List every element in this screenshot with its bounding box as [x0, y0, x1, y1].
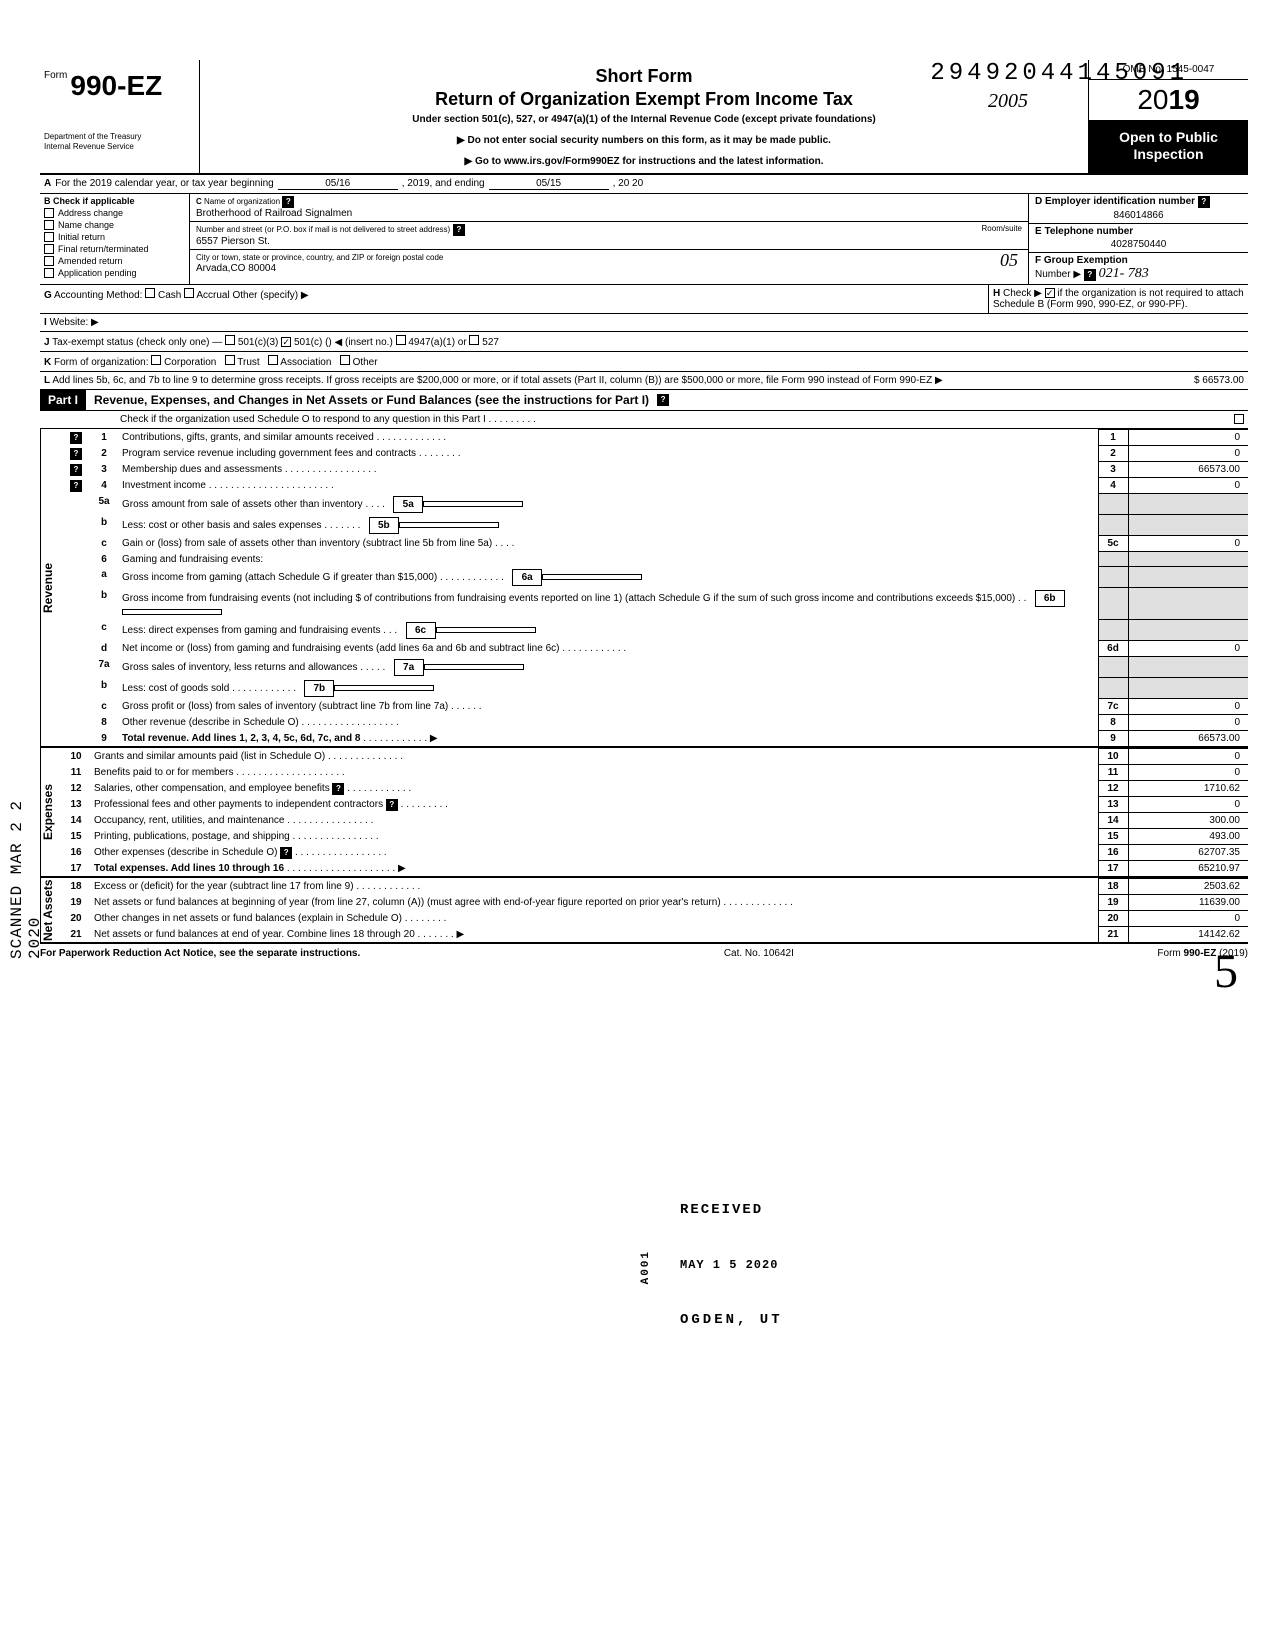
tax-year-begin[interactable]: 05/16	[278, 178, 398, 190]
part1-title: Revenue, Expenses, and Changes in Net As…	[86, 390, 657, 410]
line2-value[interactable]: 0	[1128, 446, 1248, 462]
help-icon[interactable]: ?	[1198, 196, 1210, 208]
subtitle: Under section 501(c), 527, or 4947(a)(1)…	[210, 114, 1078, 125]
top-document-number: 29492044145091	[930, 60, 1188, 87]
line14-value[interactable]: 300.00	[1128, 813, 1248, 829]
line15-value[interactable]: 493.00	[1128, 829, 1248, 845]
netassets-table: 18Excess or (deficit) for the year (subt…	[62, 878, 1248, 942]
main-title: Return of Organization Exempt From Incom…	[210, 89, 1078, 110]
tax-year-end[interactable]: 05/15	[489, 178, 609, 190]
help-icon[interactable]: ?	[453, 224, 465, 236]
cb-527[interactable]	[469, 335, 479, 345]
line20-value[interactable]: 0	[1128, 911, 1248, 927]
col-de: D Employer identification number ? 84601…	[1028, 194, 1248, 284]
handwritten-05: 05	[1000, 250, 1018, 271]
ein[interactable]: 846014866	[1035, 210, 1242, 221]
row-l-gross-receipts: L Add lines 5b, 6c, and 7b to line 9 to …	[40, 372, 1248, 390]
revenue-label: Revenue	[40, 429, 62, 746]
cb-501c[interactable]: ✓	[281, 337, 291, 347]
cb-initial-return[interactable]: Initial return	[44, 232, 185, 242]
date-stamp: MAY 1 5 2020	[680, 1258, 778, 1272]
instruction-ssn: Do not enter social security numbers on …	[210, 135, 1078, 146]
cb-501c3[interactable]	[225, 335, 235, 345]
line5c-value[interactable]: 0	[1128, 536, 1248, 552]
cb-4947[interactable]	[396, 335, 406, 345]
line3-value[interactable]: 66573.00	[1128, 462, 1248, 478]
org-city-state[interactable]: Arvada,CO 80004	[196, 263, 276, 274]
handwritten-year: 2005	[988, 90, 1028, 113]
line4-value[interactable]: 0	[1128, 478, 1248, 494]
page-footer: For Paperwork Reduction Act Notice, see …	[40, 944, 1248, 959]
line17-value[interactable]: 65210.97	[1128, 861, 1248, 877]
row-g-h: G Accounting Method: Cash Accrual Other …	[40, 285, 1248, 314]
footer-left: For Paperwork Reduction Act Notice, see …	[40, 948, 360, 959]
help-icon[interactable]: ?	[1084, 269, 1096, 281]
form-number: 990-EZ	[70, 70, 162, 101]
col-b-checkboxes: B Check if applicable Address change Nam…	[40, 194, 190, 284]
line19-value[interactable]: 11639.00	[1128, 895, 1248, 911]
line1-value[interactable]: 0	[1128, 430, 1248, 446]
line12-value[interactable]: 1710.62	[1128, 781, 1248, 797]
form-prefix: Form	[44, 70, 67, 81]
form-page: 29492044145091 2005 SCANNED MAR 2 2 2020…	[40, 60, 1248, 959]
revenue-table: ?1Contributions, gifts, grants, and simi…	[62, 429, 1248, 746]
part1-label: Part I	[40, 390, 86, 410]
cb-amended-return[interactable]: Amended return	[44, 256, 185, 266]
net-assets-section: Net Assets 18Excess or (deficit) for the…	[40, 878, 1248, 944]
gross-receipts-value[interactable]: 66573.00	[1202, 375, 1244, 386]
scanned-stamp: SCANNED MAR 2 2 2020	[8, 780, 44, 959]
expenses-section: Expenses 10Grants and similar amounts pa…	[40, 748, 1248, 878]
cb-schedule-o[interactable]	[1234, 414, 1244, 424]
line13-value[interactable]: 0	[1128, 797, 1248, 813]
line21-value[interactable]: 14142.62	[1128, 927, 1248, 943]
footer-center: Cat. No. 10642I	[724, 948, 794, 959]
line9-value[interactable]: 66573.00	[1128, 731, 1248, 747]
telephone[interactable]: 4028750440	[1035, 239, 1242, 250]
cb-application-pending[interactable]: Application pending	[44, 268, 185, 278]
org-street[interactable]: 6557 Pierson St.	[196, 236, 270, 247]
org-name[interactable]: Brotherhood of Railroad Signalmen	[196, 208, 352, 219]
netassets-label: Net Assets	[40, 878, 62, 942]
form-number-box: Form 990-EZ Department of the Treasury I…	[40, 60, 200, 173]
instruction-url: Go to www.irs.gov/Form990EZ for instruct…	[210, 156, 1078, 167]
received-stamp: RECEIVED	[680, 1202, 763, 1218]
cb-association[interactable]	[268, 355, 278, 365]
line10-value[interactable]: 0	[1128, 749, 1248, 765]
expenses-table: 10Grants and similar amounts paid (list …	[62, 748, 1248, 876]
cb-address-change[interactable]: Address change	[44, 208, 185, 218]
ogden-stamp: OGDEN, UT	[680, 1312, 783, 1328]
line16-value[interactable]: 62707.35	[1128, 845, 1248, 861]
col-c-org-info: C Name of organization ? Brotherhood of …	[190, 194, 1028, 284]
cb-schedule-b[interactable]: ✓	[1045, 288, 1055, 298]
group-exemption[interactable]: 021- 783	[1099, 266, 1149, 281]
part1-header: Part I Revenue, Expenses, and Changes in…	[40, 390, 1248, 411]
cb-other[interactable]	[340, 355, 350, 365]
line11-value[interactable]: 0	[1128, 765, 1248, 781]
row-k-form-org: K Form of organization: Corporation Trus…	[40, 352, 1248, 372]
row-i-website: I Website: ▶	[40, 314, 1248, 332]
a001-stamp: A001	[640, 1250, 652, 1284]
section-bcde: B Check if applicable Address change Nam…	[40, 194, 1248, 285]
cb-cash[interactable]	[145, 288, 155, 298]
line18-value[interactable]: 2503.62	[1128, 879, 1248, 895]
cb-accrual[interactable]	[184, 288, 194, 298]
part1-check-row: Check if the organization used Schedule …	[40, 411, 1248, 429]
line7c-value[interactable]: 0	[1128, 699, 1248, 715]
row-j-tax-status: J Tax-exempt status (check only one) — 5…	[40, 332, 1248, 352]
cb-final-return[interactable]: Final return/terminated	[44, 244, 185, 254]
open-to-public: Open to Public Inspection	[1089, 121, 1248, 173]
cb-trust[interactable]	[225, 355, 235, 365]
department-label: Department of the Treasury Internal Reve…	[44, 132, 195, 151]
cb-name-change[interactable]: Name change	[44, 220, 185, 230]
expenses-label: Expenses	[40, 748, 62, 876]
line8-value[interactable]: 0	[1128, 715, 1248, 731]
row-a-tax-year: A For the 2019 calendar year, or tax yea…	[40, 175, 1248, 194]
line6d-value[interactable]: 0	[1128, 641, 1248, 657]
help-icon[interactable]: ?	[657, 394, 669, 406]
handwritten-5: 5	[1214, 944, 1238, 999]
help-icon[interactable]: ?	[282, 196, 294, 208]
revenue-section: Revenue ?1Contributions, gifts, grants, …	[40, 429, 1248, 748]
cb-corporation[interactable]	[151, 355, 161, 365]
